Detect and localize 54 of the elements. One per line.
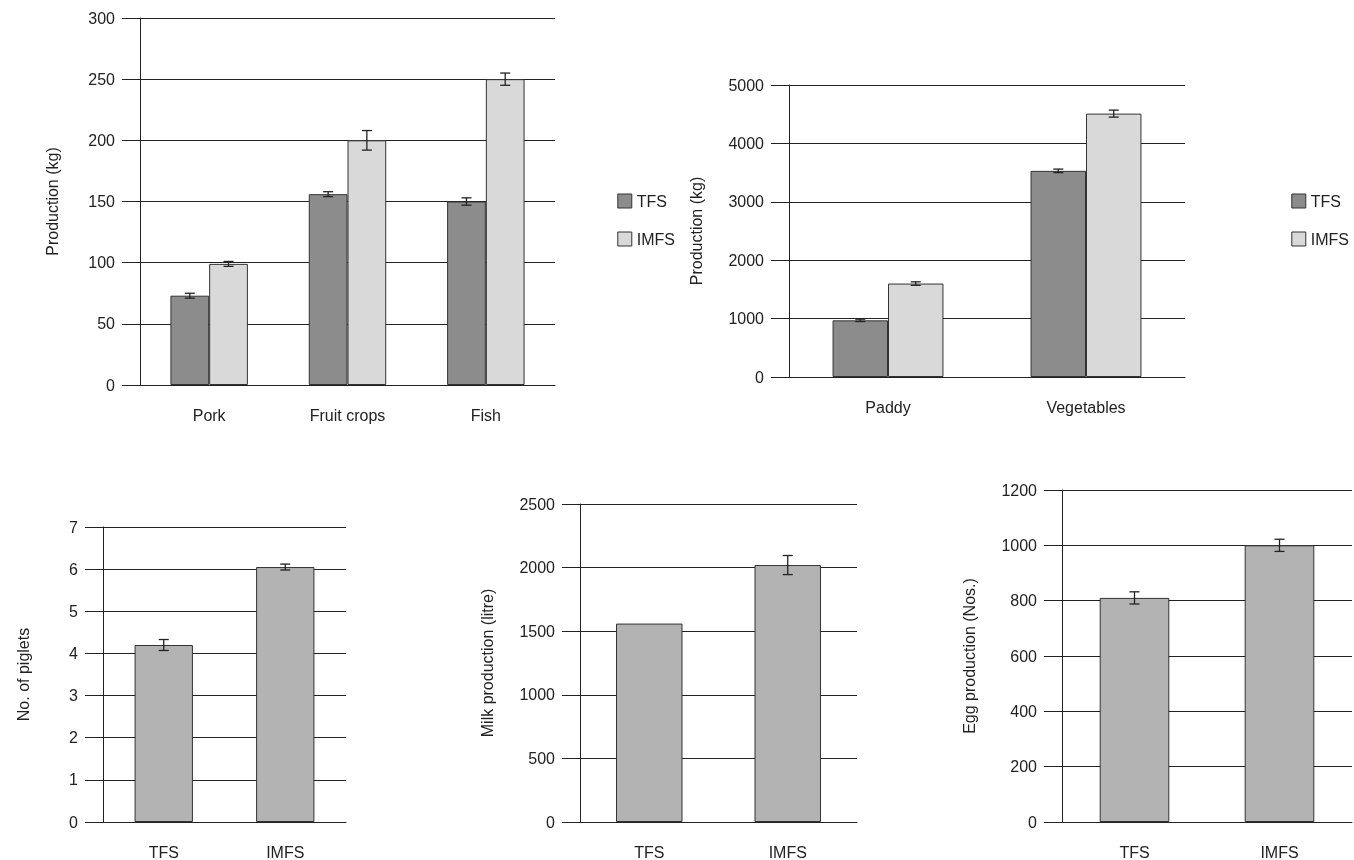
legend-label: IMFS <box>1310 230 1349 248</box>
legend-label: TFS <box>636 192 667 210</box>
y-tick-label: 400 <box>1010 702 1038 720</box>
y-tick-label: 300 <box>88 9 116 27</box>
y-axis-title: Milk production (litre) <box>478 588 496 738</box>
y-tick-label: 800 <box>1010 592 1038 610</box>
y-tick-label: 150 <box>88 193 116 210</box>
y-tick-label: 50 <box>97 315 116 333</box>
y-tick-label: 5000 <box>728 76 765 94</box>
y-axis-title: Egg production (Nos.) <box>960 578 978 734</box>
y-tick-label: 0 <box>69 813 79 831</box>
legend-label: IMFS <box>636 230 675 248</box>
x-tick-label: IMFS <box>768 843 807 860</box>
x-tick-label: Fish <box>470 406 501 424</box>
x-tick-label: Vegetables <box>1046 398 1126 416</box>
y-tick-label: 2 <box>69 729 79 747</box>
y-tick-label: 0 <box>546 813 556 831</box>
y-tick-label: 100 <box>88 254 116 272</box>
x-tick-label: TFS <box>1119 843 1150 860</box>
y-tick-label: 1000 <box>519 686 556 704</box>
x-tick-label: IMFS <box>266 843 305 860</box>
x-tick-label: Paddy <box>865 398 911 416</box>
y-axis-title: Production (kg) <box>43 147 61 256</box>
x-tick-label: Pork <box>192 406 227 424</box>
x-tick-label: TFS <box>634 843 665 860</box>
y-tick-label: 0 <box>106 376 116 394</box>
y-tick-label: 200 <box>1010 758 1038 776</box>
y-tick-label: 600 <box>1010 647 1038 665</box>
y-tick-label: 0 <box>1028 813 1038 831</box>
y-tick-label: 0 <box>755 368 765 386</box>
y-tick-label: 4000 <box>728 134 765 152</box>
y-tick-label: 500 <box>528 749 556 767</box>
y-tick-label: 1500 <box>519 622 556 640</box>
y-tick-label: 3000 <box>728 193 765 211</box>
y-tick-label: 5 <box>69 602 79 620</box>
y-tick-label: 3 <box>69 687 79 705</box>
y-tick-label: 2000 <box>519 559 556 577</box>
y-tick-label: 2000 <box>728 251 765 269</box>
y-tick-label: 4 <box>69 644 79 662</box>
y-tick-label: 1000 <box>728 310 765 328</box>
legend-label: TFS <box>1310 192 1341 210</box>
y-axis-title: Production (kg) <box>687 176 705 286</box>
y-tick-label: 6 <box>69 560 79 578</box>
y-axis-title: No. of piglets <box>14 627 32 722</box>
x-tick-label: Fruit crops <box>309 406 386 424</box>
y-tick-label: 200 <box>88 131 116 149</box>
y-tick-label: 1 <box>69 771 79 789</box>
y-tick-label: 2500 <box>519 495 556 513</box>
y-tick-label: 250 <box>88 70 116 88</box>
y-tick-label: 7 <box>69 518 79 536</box>
x-tick-label: IMFS <box>1260 843 1299 860</box>
y-tick-label: 1000 <box>1001 536 1038 554</box>
x-tick-label: TFS <box>148 843 179 860</box>
y-tick-label: 1200 <box>1001 481 1038 499</box>
